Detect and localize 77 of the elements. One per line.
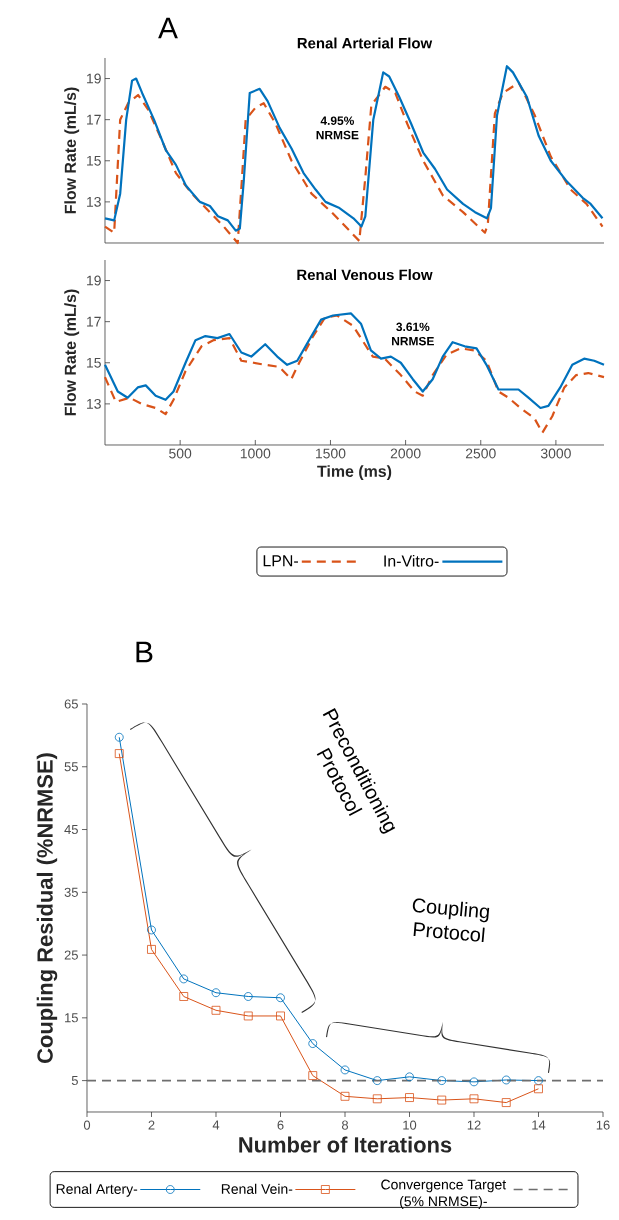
point — [501, 1075, 511, 1085]
x-tick-label: 4 — [212, 1120, 220, 1130]
x-tick-label: 2000 — [390, 448, 421, 459]
y-tick-label: 15 — [87, 357, 101, 368]
point — [179, 992, 189, 1001]
point — [372, 1076, 382, 1086]
annotation: Coupling Protocol — [412, 898, 490, 943]
y-axis-title: Flow Rate (mL/s) — [64, 87, 80, 214]
y-tick-label: 55 — [64, 762, 78, 772]
legend-label: Renal Artery- — [56, 1183, 138, 1197]
line-series — [103, 314, 606, 434]
y-tick-label: 15 — [65, 1013, 78, 1023]
point — [405, 1093, 414, 1102]
point — [405, 1072, 414, 1082]
point — [308, 1039, 318, 1048]
point — [437, 1076, 447, 1086]
point — [501, 1098, 511, 1107]
point — [340, 1091, 350, 1101]
x-tick-label: 16 — [596, 1120, 610, 1130]
y-axis-title: Flow Rate (mL/s) — [64, 289, 80, 416]
y-axis-title: Coupling Residual (%NRMSE) — [36, 753, 58, 1063]
text: A — [158, 17, 178, 39]
point — [372, 1094, 382, 1104]
point — [276, 1011, 285, 1021]
legend-label: Convergence Target (5% NRMSE)- — [381, 1179, 507, 1209]
y-tick-label: 13 — [87, 196, 101, 207]
x-axis-title: Time (ms) — [317, 465, 392, 481]
x-tick-label: 6 — [277, 1120, 284, 1130]
y-tick-label: 17 — [87, 316, 101, 327]
legend-label: Renal Vein- — [221, 1183, 293, 1194]
point — [308, 1071, 318, 1080]
y-tick-label: 65 — [64, 699, 78, 709]
y-tick-label: 19 — [87, 275, 101, 286]
chart-title: Renal Venous Flow — [297, 269, 433, 281]
x-tick-label: 2 — [148, 1120, 155, 1130]
y-tick-label: 45 — [64, 825, 78, 835]
chart-title: Renal Arterial Flow — [297, 37, 433, 49]
annotation: 3.61% NRMSE — [392, 322, 434, 346]
x-tick-label: 0 — [83, 1120, 91, 1130]
y-tick-label: 19 — [87, 73, 101, 84]
point — [114, 749, 124, 758]
line-series — [103, 65, 604, 232]
x-tick-label: 12 — [467, 1120, 481, 1130]
point — [469, 1094, 479, 1104]
point — [114, 732, 124, 742]
x-tick-label: 14 — [532, 1120, 546, 1130]
x-tick-label: 2500 — [465, 448, 496, 459]
point — [211, 1005, 221, 1015]
x-tick-label: 10 — [403, 1120, 417, 1130]
x-tick-label: 1000 — [240, 448, 271, 459]
point — [147, 925, 156, 935]
point — [469, 1077, 479, 1087]
point — [243, 992, 253, 1001]
point — [179, 974, 189, 984]
y-tick-label: 15 — [87, 155, 101, 166]
point — [340, 1065, 350, 1075]
y-tick-label: 17 — [87, 114, 101, 125]
y-tick-label: 5 — [71, 1076, 78, 1086]
legend-label: LPN- — [263, 555, 298, 567]
point — [147, 945, 156, 954]
y-tick-label: 25 — [64, 950, 78, 960]
point — [534, 1084, 543, 1094]
x-tick-label: 3000 — [540, 448, 571, 459]
point — [534, 1076, 543, 1086]
point — [243, 1011, 253, 1021]
x-tick-label: 500 — [169, 448, 192, 459]
x-tick-label: 8 — [341, 1120, 349, 1130]
legend-label: In-Vitro- — [384, 555, 439, 567]
y-tick-label: 35 — [64, 887, 78, 897]
x-tick-label: 1500 — [316, 448, 346, 459]
text: B — [136, 641, 153, 663]
annotation: 4.95% NRMSE — [316, 116, 359, 140]
y-tick-label: 13 — [87, 398, 101, 409]
x-axis-title: Number of Iterations — [239, 1136, 452, 1153]
point — [211, 988, 221, 998]
point — [437, 1095, 447, 1105]
point — [276, 993, 285, 1003]
